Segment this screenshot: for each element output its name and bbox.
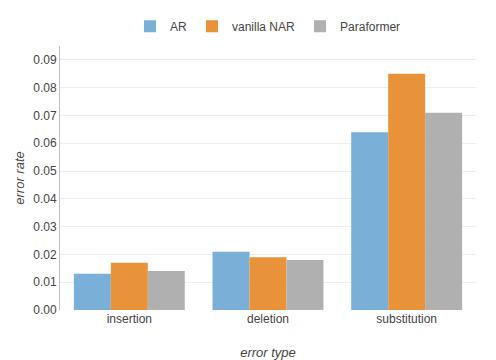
svg-text:0.03: 0.03 [33, 220, 57, 234]
svg-text:0.06: 0.06 [33, 136, 57, 150]
svg-text:0.01: 0.01 [33, 275, 57, 289]
svg-text:0.09: 0.09 [33, 53, 57, 67]
svg-text:0.00: 0.00 [33, 303, 57, 317]
svg-text:0.08: 0.08 [33, 81, 57, 95]
svg-text:error type: error type [240, 345, 296, 360]
svg-text:0.05: 0.05 [33, 164, 57, 178]
svg-text:0.07: 0.07 [33, 109, 57, 123]
svg-text:error rate: error rate [12, 151, 27, 204]
svg-text:vanilla NAR: vanilla NAR [232, 20, 295, 34]
svg-text:0.04: 0.04 [33, 192, 57, 206]
svg-text:Paraformer: Paraformer [340, 20, 400, 34]
svg-text:AR: AR [170, 20, 187, 34]
svg-text:insertion: insertion [107, 312, 152, 326]
svg-text:0.02: 0.02 [33, 248, 57, 262]
svg-text:deletion: deletion [247, 312, 289, 326]
svg-text:substitution: substitution [376, 312, 437, 326]
